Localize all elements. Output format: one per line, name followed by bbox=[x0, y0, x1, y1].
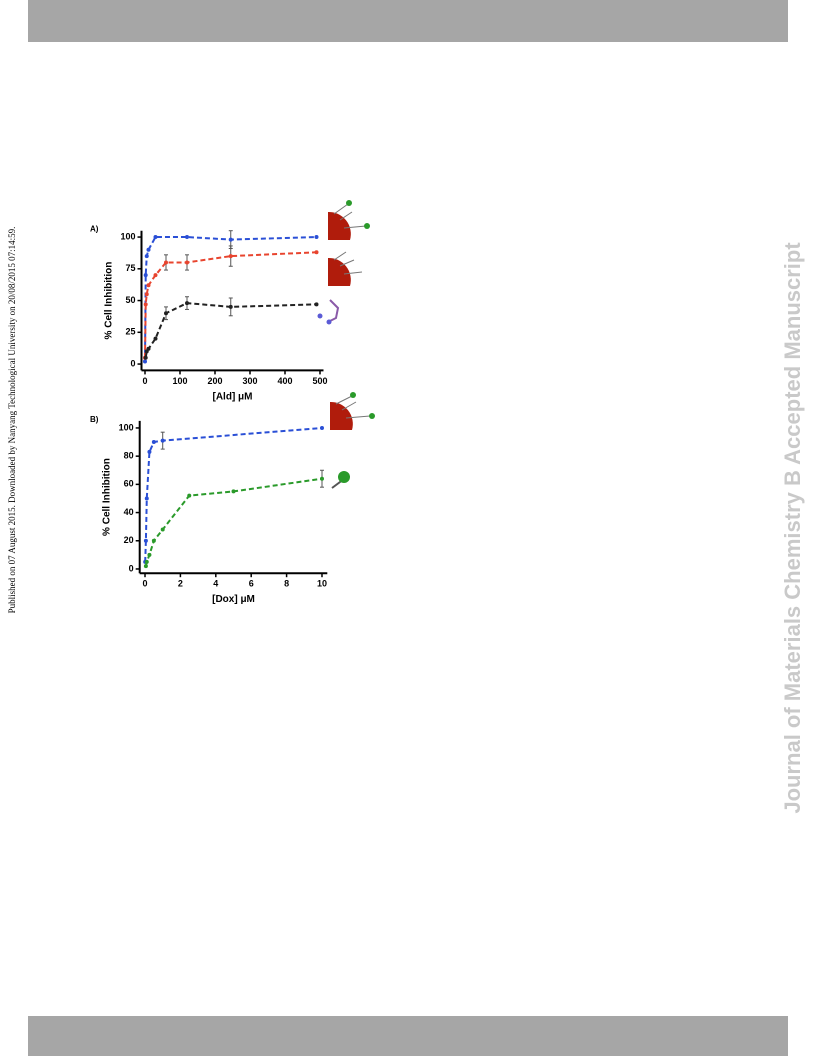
data-point bbox=[231, 489, 236, 494]
data-point bbox=[228, 237, 233, 242]
y-tick-label: 75 bbox=[125, 263, 135, 273]
data-point bbox=[187, 493, 192, 498]
nanoparticle-icon bbox=[327, 203, 371, 489]
data-point bbox=[144, 292, 149, 297]
data-point bbox=[143, 273, 148, 278]
data-point bbox=[228, 304, 233, 309]
x-axis-title: [Ald] μM bbox=[213, 391, 253, 402]
y-axis-title: % Cell Inhibition bbox=[104, 262, 115, 340]
x-tick-label: 6 bbox=[249, 579, 254, 589]
data-point bbox=[185, 260, 189, 265]
panel-label: A) bbox=[90, 225, 99, 234]
y-tick-label: 100 bbox=[119, 422, 134, 432]
x-tick-label: 10 bbox=[317, 579, 327, 589]
data-point bbox=[151, 440, 156, 445]
data-point bbox=[146, 283, 151, 288]
data-point bbox=[143, 538, 148, 543]
series-line bbox=[144, 426, 323, 562]
data-point bbox=[164, 311, 168, 316]
data-point bbox=[146, 247, 151, 252]
x-tick-label: 0 bbox=[143, 579, 148, 589]
data-point bbox=[314, 250, 319, 255]
data-point bbox=[153, 336, 158, 341]
x-tick-label: 300 bbox=[242, 376, 257, 386]
series-line bbox=[144, 302, 317, 358]
x-tick-label: 200 bbox=[207, 376, 222, 386]
footer-bar bbox=[28, 1016, 788, 1056]
series-line bbox=[144, 477, 323, 567]
header-bar bbox=[28, 0, 788, 42]
icon-stars bbox=[317, 200, 375, 483]
watermark: Journal of Materials Chemistry B Accepte… bbox=[780, 242, 805, 814]
data-point bbox=[160, 438, 165, 443]
data-point bbox=[144, 559, 149, 564]
data-point bbox=[314, 235, 319, 240]
data-point bbox=[151, 538, 156, 543]
y-tick-label: 50 bbox=[125, 295, 135, 305]
x-tick-label: 4 bbox=[213, 579, 218, 589]
data-point bbox=[228, 254, 233, 259]
y-tick-label: 80 bbox=[124, 451, 134, 461]
data-point bbox=[160, 527, 165, 532]
x-tick-label: 2 bbox=[178, 579, 183, 589]
data-point bbox=[185, 235, 189, 240]
x-tick-label: 400 bbox=[277, 376, 292, 386]
data-point bbox=[143, 564, 148, 569]
y-tick-label: 100 bbox=[120, 231, 135, 241]
data-point bbox=[153, 235, 158, 240]
data-point bbox=[143, 302, 148, 307]
data-point bbox=[319, 476, 324, 481]
y-tick-label: 0 bbox=[129, 563, 134, 573]
data-point bbox=[144, 496, 149, 501]
y-tick-label: 0 bbox=[130, 358, 135, 368]
data-point bbox=[319, 425, 324, 430]
data-point bbox=[147, 552, 152, 557]
panel-label: B) bbox=[90, 415, 99, 424]
data-point bbox=[144, 254, 149, 259]
x-tick-label: 8 bbox=[284, 579, 289, 589]
x-axis-title: [Dox] μM bbox=[212, 594, 255, 605]
series-line bbox=[144, 236, 317, 362]
y-axis-title: % Cell Inhibition bbox=[102, 458, 113, 536]
data-point bbox=[314, 302, 319, 307]
y-tick-label: 25 bbox=[125, 327, 135, 337]
data-point bbox=[153, 273, 158, 278]
data-point bbox=[185, 301, 189, 306]
x-tick-label: 0 bbox=[142, 376, 147, 386]
data-point bbox=[143, 355, 148, 360]
data-point bbox=[147, 449, 152, 454]
side-note: Published on 07 August 2015. Downloaded … bbox=[7, 227, 17, 614]
data-point bbox=[143, 359, 147, 364]
y-tick-label: 40 bbox=[124, 507, 134, 517]
data-point bbox=[146, 346, 151, 351]
x-tick-label: 100 bbox=[172, 376, 187, 386]
y-tick-label: 20 bbox=[124, 535, 134, 545]
data-point bbox=[164, 260, 168, 265]
x-tick-label: 500 bbox=[312, 376, 327, 386]
y-tick-label: 60 bbox=[124, 479, 134, 489]
